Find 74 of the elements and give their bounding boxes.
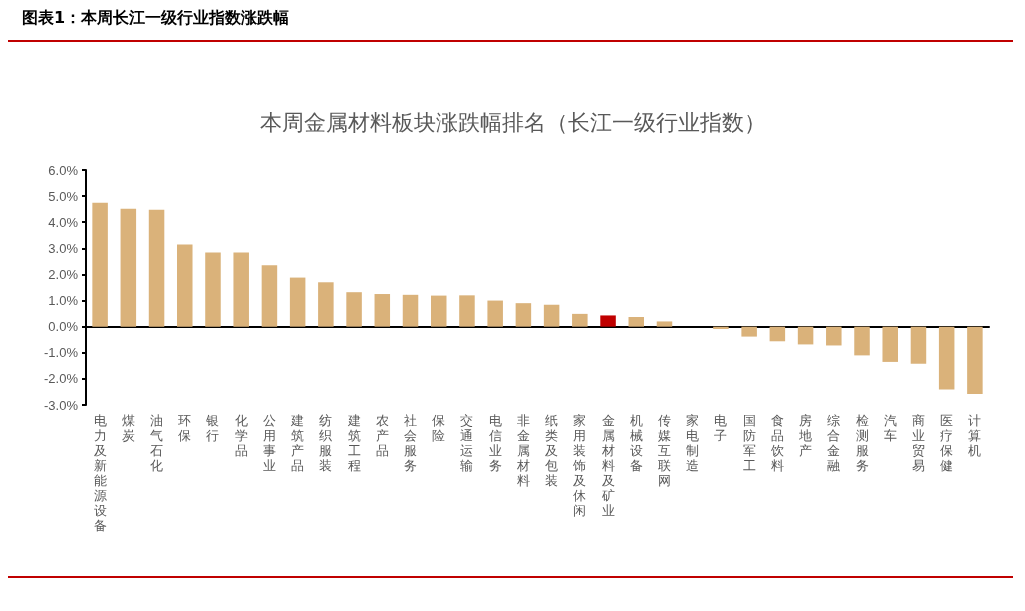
y-tick-label: 6.0% [48,162,79,178]
x-tick-label: 电力及新能源设备 [93,413,107,533]
bar [543,304,560,327]
x-tick-label: 机械设备 [629,413,643,473]
y-tick-label: -3.0% [44,397,79,413]
y-tick-label: 1.0% [48,293,79,309]
y-tick-label: 4.0% [48,214,79,230]
bar [854,326,870,356]
x-tick-label: 社会服务 [404,413,418,473]
bar [656,321,673,327]
x-tick-label: 农产品 [375,413,389,458]
y-tick-label: 5.0% [48,188,79,204]
bar [515,303,532,327]
chart-subtitle: 图表1：本周长江一级行业指数涨跌幅 [22,8,290,29]
x-tick-label: 化学品 [234,413,248,458]
bar [374,294,391,327]
x-tick-label: 商业贸易 [911,413,925,473]
bar [233,252,249,327]
x-tick-label: 食品饮料 [769,413,784,473]
bar [967,326,983,395]
x-tick-label: 房地产 [798,413,813,458]
bar [826,326,842,346]
x-tick-label: 家电制造 [686,413,700,473]
x-tick-label: 交通运输 [460,413,474,473]
bar [600,315,616,327]
bar [261,265,278,327]
x-tick-label: 煤炭 [121,413,135,443]
bar [487,300,503,327]
x-tick-label: 电子 [714,413,728,443]
chart-title: 本周金属材料板块涨跌幅排名（长江一级行业指数） [259,109,766,135]
bar [177,244,193,327]
x-tick-label: 国防军工 [742,413,756,473]
x-tick-label: 电信业务 [488,413,502,473]
bar [430,295,447,327]
bar [120,208,137,327]
x-tick-label: 传媒互联网 [657,413,671,488]
x-tick-label: 计算机 [968,413,982,458]
x-tick-label: 金属材料及矿业 [600,413,615,518]
x-tick-label: 医疗保健 [940,413,954,473]
x-tick-label: 建筑产品 [290,413,305,473]
bar [797,326,814,345]
bar [459,295,475,327]
x-tick-label: 非金属材料 [515,413,530,488]
bar [205,252,221,327]
x-tick-label: 建筑工程 [346,413,361,473]
x-tick-label: 油气石化 [150,413,164,473]
x-tick-label: 检测服务 [855,413,869,473]
x-tick-label: 纸类及包装 [545,413,559,488]
x-tick-label: 银行 [205,413,220,443]
bar [289,277,306,327]
bar [92,202,108,327]
x-tick-label: 家用装饰及休闲 [572,413,587,518]
y-tick-label: -2.0% [44,371,79,387]
y-tick-label: 0.0% [48,319,79,335]
bar [346,292,362,327]
bar [882,326,898,362]
bar [628,317,645,327]
bar [741,326,757,337]
bar [402,294,419,327]
bar [910,326,927,364]
x-tick-label: 汽车 [883,413,897,443]
bar [938,326,955,390]
y-tick-label: -1.0% [44,345,79,361]
bar [148,209,165,327]
bar [318,282,334,327]
y-tick-label: 3.0% [48,240,79,256]
bar [769,326,786,342]
x-tick-label: 综合金融 [827,413,841,473]
x-tick-label: 公用事业 [262,413,276,473]
x-tick-label: 保险 [432,413,446,443]
y-tick-label: 2.0% [48,266,79,282]
x-tick-label: 纺织服装 [319,413,333,473]
bar [572,313,588,327]
x-tick-label: 环保 [178,413,192,443]
